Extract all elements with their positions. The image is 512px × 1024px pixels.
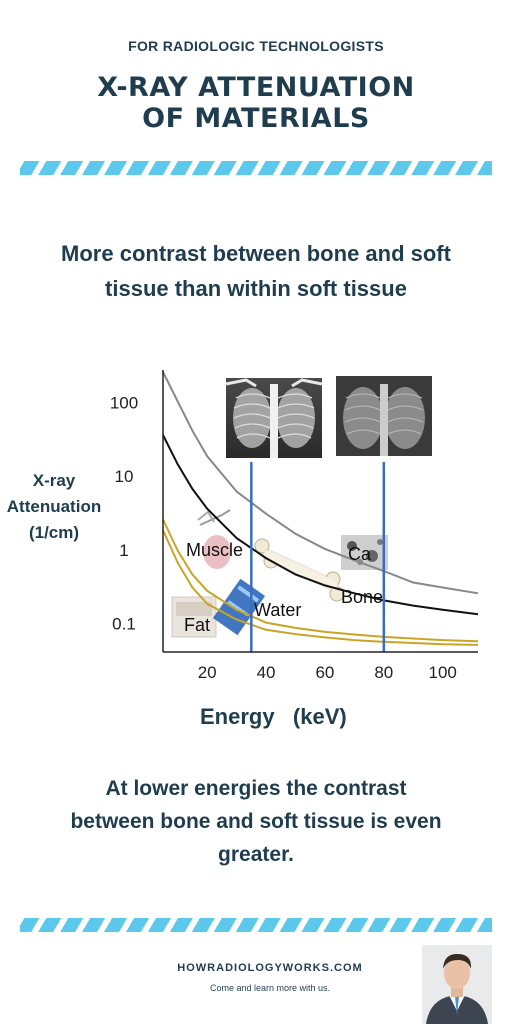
conclusion-line-2: between bone and soft tissue is even bbox=[70, 810, 442, 833]
x-tick-label: 80 bbox=[374, 663, 393, 682]
top-stripe-divider bbox=[20, 161, 492, 175]
author-avatar bbox=[422, 945, 492, 1024]
x-tick-label: 100 bbox=[428, 663, 456, 682]
intro-heading: More contrast between bone and soft tiss… bbox=[20, 236, 492, 306]
conclusion-heading: At lower energies the contrast between b… bbox=[20, 772, 492, 871]
attenuation-curve-2 bbox=[162, 434, 479, 616]
y-tick-label: 1 bbox=[119, 541, 128, 560]
attenuation-curve-1 bbox=[162, 371, 479, 595]
chest-xray-low-energy-image bbox=[225, 378, 323, 458]
annotation-muscle: Muscle bbox=[186, 540, 243, 560]
muscle-image bbox=[197, 509, 231, 569]
y-axis-label-line-2: Attenuation bbox=[6, 497, 102, 516]
x-tick-label: 60 bbox=[315, 663, 334, 682]
intro-line-2: tissue than within soft tissue bbox=[105, 276, 407, 301]
annotation-water: Water bbox=[254, 600, 301, 620]
annotation-fat: Fat bbox=[184, 615, 210, 635]
y-tick-label: 0.1 bbox=[112, 615, 136, 634]
attenuation-curve-3 bbox=[162, 519, 479, 643]
title-line-2: OF MATERIALS bbox=[142, 103, 370, 134]
attenuation-curve-4 bbox=[162, 529, 479, 646]
x-tick-label: 20 bbox=[198, 663, 217, 682]
y-tick-label: 10 bbox=[115, 467, 134, 486]
footer-site-link[interactable]: HOWRADIOLOGYWORKS.COM bbox=[177, 962, 363, 974]
annotation-ca: Ca bbox=[348, 544, 372, 564]
y-axis-label-line-1: X-ray bbox=[32, 471, 76, 490]
annotation-bone: Bone bbox=[341, 587, 383, 607]
intro-line-1: More contrast between bone and soft bbox=[61, 241, 451, 266]
y-axis-label-line-3: (1/cm) bbox=[28, 523, 80, 542]
y-axis-label: X-ray Attenuation (1/cm) bbox=[0, 468, 108, 546]
x-axis-label: Energy (keV) bbox=[200, 704, 347, 729]
chest-xray-high-energy-image bbox=[336, 376, 432, 456]
bone-image bbox=[254, 538, 345, 602]
attenuation-chart: 100 10 1 0.1 20 40 60 80 100 Muscle Water Fat Bone C… bbox=[110, 370, 479, 682]
title-line-1: X-RAY ATTENUATION bbox=[97, 72, 415, 103]
page-title: X-RAY ATTENUATION OF MATERIALS bbox=[0, 72, 512, 134]
x-tick-label: 40 bbox=[257, 663, 276, 682]
conclusion-line-3: greater. bbox=[218, 843, 294, 866]
y-tick-label: 100 bbox=[110, 393, 138, 412]
eyebrow-text: FOR RADIOLOGIC TECHNOLOGISTS bbox=[128, 38, 384, 54]
footer-tagline: Come and learn more with us. bbox=[209, 983, 331, 993]
conclusion-line-1: At lower energies the contrast bbox=[105, 777, 407, 800]
bottom-stripe-divider bbox=[20, 918, 492, 932]
